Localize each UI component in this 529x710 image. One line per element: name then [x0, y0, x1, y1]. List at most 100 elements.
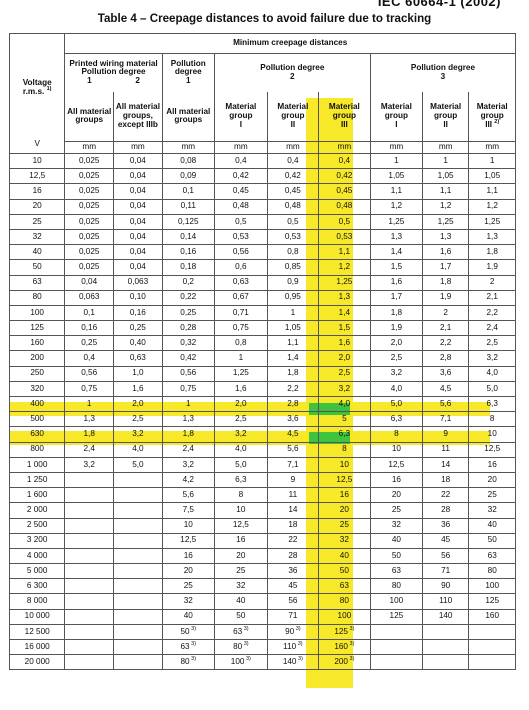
cell-pwm-pd1: 1	[64, 395, 115, 413]
pollution-degree-1-header: Pollution degree 1	[161, 53, 215, 92]
cell-pd2-mg-ii: 1,05	[266, 320, 319, 337]
table-row: 2 000 7,5 10 14 20 25 28 32	[8, 502, 516, 519]
cell-pd2-mg-iii: 20	[317, 502, 371, 519]
cell-pd3-mg-iii: 1	[468, 152, 516, 170]
cell-pwm-pd2	[113, 623, 163, 641]
cell-pwm-pd2	[113, 608, 163, 625]
cell-pd3-mg-i	[369, 623, 423, 641]
footnote-3-marker: 3)	[242, 640, 249, 647]
cell-pd3-mg-iii	[468, 638, 516, 656]
cell-pd2-mg-i: 12,5	[213, 517, 268, 534]
cell-voltage: 400	[8, 395, 66, 413]
cell-pd3-mg-i: 10	[369, 441, 423, 458]
cell-pd1-all: 0,28	[161, 320, 215, 337]
cell-pd3-mg-ii: 90	[421, 578, 470, 595]
cell-pd3-mg-iii: 50	[468, 532, 516, 549]
cell-pd2-mg-ii: 1,4	[266, 350, 319, 367]
cell-pd3-mg-i: 32	[369, 517, 423, 534]
cell-pd1-all: 1,8	[161, 426, 215, 443]
table-row: 8 000 32 40 56 80 100 110 125	[8, 593, 516, 610]
cell-voltage: 20	[8, 198, 66, 215]
cell-pd3-mg-iii: 80	[468, 563, 516, 580]
cell-voltage: 12,5	[8, 168, 66, 185]
cell-voltage: 20 000	[8, 654, 66, 671]
cell-pd3-mg-ii: 45	[421, 532, 470, 549]
cell-pd2-mg-iii: 0,45	[317, 183, 371, 200]
cell-pd1-all: 0,09	[161, 168, 215, 185]
cell-pwm-pd1	[64, 502, 115, 519]
cell-pd3-mg-ii: 5,6	[421, 395, 470, 413]
cell-pwm-pd1: 0,025	[64, 152, 115, 170]
cell-pd2-mg-i: 16	[213, 532, 268, 549]
cell-pd3-mg-ii: 1,6	[421, 244, 470, 261]
cell-pd2-mg-ii: 36	[266, 563, 319, 580]
cell-pd1-all: 0,11	[161, 198, 215, 215]
cell-pd3-mg-iii: 12,5	[468, 441, 516, 458]
cell-pd1-all: 1,3	[161, 411, 215, 428]
cell-pd2-mg-iii: 63	[317, 578, 371, 595]
cell-pd3-mg-ii: 1,1	[421, 183, 470, 200]
mg-ii-pd3-header: Material group II	[421, 91, 470, 142]
cell-pd3-mg-ii: 1,05	[421, 168, 470, 185]
cell-pd2-mg-ii: 22	[266, 532, 319, 549]
cell-pwm-pd2	[113, 487, 163, 504]
cell-pd2-mg-iii: 1,1	[317, 244, 371, 261]
cell-pwm-pd2	[113, 547, 163, 565]
cell-pd2-mg-ii: 110 3)	[266, 638, 319, 656]
cell-pd3-mg-ii: 110	[421, 593, 470, 610]
cell-pd2-mg-i: 63 3)	[213, 623, 268, 641]
cell-pd2-mg-iii: 100	[317, 608, 371, 625]
cell-pd2-mg-ii: 1,1	[266, 335, 319, 352]
table-row: 125 0,16 0,25 0,28 0,75 1,05 1,5 1,9 2,1 2,4	[8, 320, 516, 337]
cell-pd2-mg-iii: 3,2	[317, 380, 371, 398]
cell-pd2-mg-i: 4,0	[213, 441, 268, 458]
cell-pwm-pd1	[64, 517, 115, 534]
cell-pd1-all: 3,2	[161, 456, 215, 473]
cell-pd2-mg-ii: 71	[266, 608, 319, 625]
cell-pd2-mg-i: 0,4	[213, 152, 268, 170]
cell-pd2-mg-iii: 80	[317, 593, 371, 610]
cell-pwm-pd1	[64, 487, 115, 504]
cell-pwm-pd1: 1,3	[64, 411, 115, 428]
cell-pd3-mg-iii: 1,8	[468, 244, 516, 261]
footnote-3-marker: 3)	[347, 640, 355, 647]
cell-pd1-all: 0,56	[161, 365, 215, 382]
cell-pd3-mg-ii: 1,8	[421, 274, 470, 291]
cell-pd2-mg-i: 80 3)	[213, 638, 268, 656]
cell-pd2-mg-ii: 0,5	[266, 213, 319, 230]
footnote-3-marker: 3)	[244, 655, 251, 662]
cell-pwm-pd2	[113, 593, 163, 610]
cell-pwm-pd2	[113, 532, 163, 549]
cell-pd3-mg-iii: 20	[468, 471, 516, 489]
table-row: 100 0,1 0,16 0,25 0,71 1 1,4 1,8 2 2,2	[8, 304, 516, 322]
unit-mm: mm	[468, 141, 516, 154]
cell-voltage: 2 500	[8, 517, 66, 534]
cell-pwm-pd1: 0,025	[64, 259, 115, 276]
cell-pd3-mg-iii: 25	[468, 487, 516, 504]
footnote-3-marker: 3)	[189, 625, 197, 632]
cell-pd3-mg-i: 1,3	[369, 228, 423, 246]
cell-pwm-pd2: 1,6	[113, 380, 163, 398]
cell-pwm-pd2: 0,25	[113, 320, 163, 337]
cell-pd1-all: 12,5	[161, 532, 215, 549]
cell-pwm-pd2	[113, 471, 163, 489]
cell-pd3-mg-i: 6,3	[369, 411, 423, 428]
cell-pd2-mg-ii: 0,95	[266, 289, 319, 306]
cell-pd2-mg-iii: 160 3)	[317, 638, 371, 656]
cell-pd2-mg-iii: 0,4	[317, 152, 371, 170]
cell-pd2-mg-iii: 2,5	[317, 365, 371, 382]
cell-pd3-mg-iii: 1,9	[468, 259, 516, 276]
cell-pd2-mg-iii: 200 3)	[317, 654, 371, 671]
cell-pwm-pd1: 0,063	[64, 289, 115, 306]
cell-pd2-mg-i: 0,56	[213, 244, 268, 261]
cell-pwm-pd2: 0,04	[113, 183, 163, 200]
cell-pwm-pd2	[113, 578, 163, 595]
cell-pd3-mg-iii	[468, 654, 516, 671]
cell-pd2-mg-ii: 11	[266, 487, 319, 504]
cell-pwm-pd1	[64, 593, 115, 610]
cell-pd3-mg-iii: 160	[468, 608, 516, 625]
cell-pwm-pd1: 0,16	[64, 320, 115, 337]
cell-voltage: 125	[8, 320, 66, 337]
cell-pd1-all: 50 3)	[161, 623, 215, 641]
cell-pwm-pd2: 0,04	[113, 152, 163, 170]
